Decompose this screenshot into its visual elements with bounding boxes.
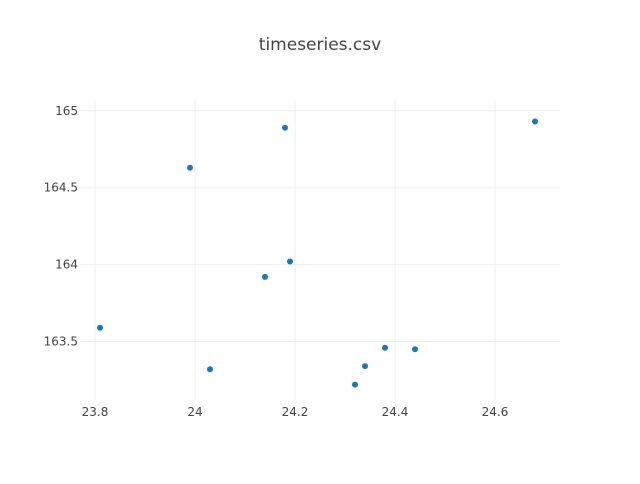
- y-tick-label: 164: [55, 258, 78, 272]
- chart-title: timeseries.csv: [259, 35, 381, 55]
- data-point[interactable]: [352, 381, 358, 388]
- y-tick-label: 163.5: [44, 335, 78, 349]
- data-point[interactable]: [97, 324, 103, 331]
- data-point[interactable]: [362, 363, 368, 370]
- data-point[interactable]: [207, 366, 213, 373]
- data-point[interactable]: [382, 344, 388, 351]
- point-layer: [97, 118, 538, 388]
- data-point[interactable]: [412, 346, 418, 353]
- data-point[interactable]: [187, 164, 193, 171]
- data-point[interactable]: [287, 258, 293, 265]
- y-tick-label: 165: [55, 104, 78, 118]
- data-point[interactable]: [262, 273, 268, 280]
- x-tick-label: 24.6: [482, 405, 509, 419]
- x-tick-label: 24.2: [282, 405, 309, 419]
- x-tick-label: 24: [187, 405, 202, 419]
- data-point[interactable]: [282, 124, 288, 131]
- tick-layer: 23.8 24 24.2 24.4 24.6 163.5 164 164.5 165: [44, 104, 509, 419]
- grid-layer: [80, 100, 560, 400]
- data-point[interactable]: [532, 118, 538, 125]
- x-tick-label: 23.8: [82, 405, 109, 419]
- x-tick-label: 24.4: [382, 405, 409, 419]
- y-tick-label: 164.5: [44, 181, 78, 195]
